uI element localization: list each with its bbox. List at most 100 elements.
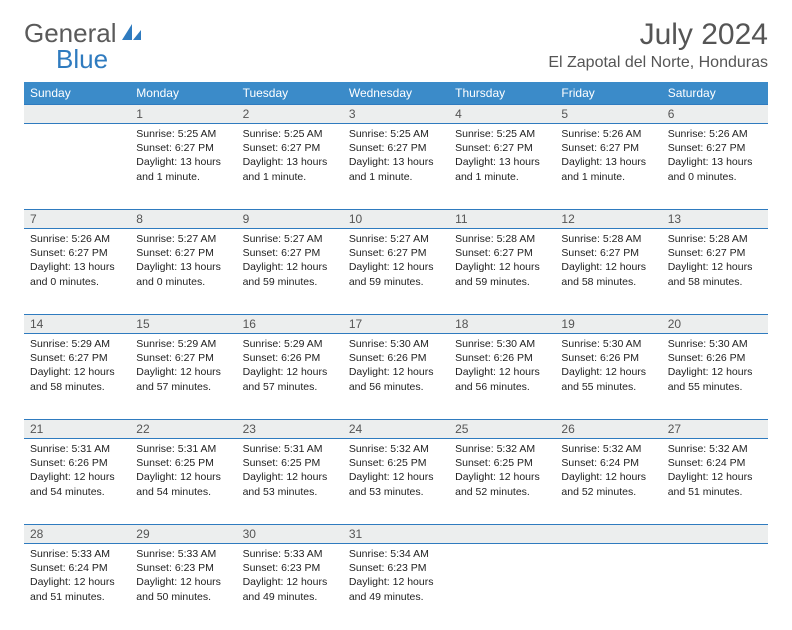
sunset-value: 6:27 PM <box>175 142 214 154</box>
day-number: 5 <box>561 107 568 121</box>
weekday-header-row: Sunday Monday Tuesday Wednesday Thursday… <box>24 82 768 105</box>
day-cell: Sunrise: 5:25 AMSunset: 6:27 PMDaylight:… <box>449 124 555 210</box>
daylight-label: Daylight: <box>30 471 71 483</box>
weekday-header: Saturday <box>662 82 768 105</box>
day-number: 11 <box>455 212 467 226</box>
day-details: Sunrise: 5:34 AMSunset: 6:23 PMDaylight:… <box>347 544 445 604</box>
day-cell: Sunrise: 5:31 AMSunset: 6:25 PMDaylight:… <box>237 439 343 525</box>
sunrise-value: 5:25 AM <box>284 128 323 140</box>
daylight-label: Daylight: <box>668 261 709 273</box>
daylight-label: Daylight: <box>243 471 284 483</box>
sunrise-value: 5:29 AM <box>178 338 217 350</box>
day-number-cell: 5 <box>555 105 661 124</box>
sunrise-label: Sunrise: <box>668 128 707 140</box>
sunset-value: 6:27 PM <box>600 247 639 259</box>
day-details: Sunrise: 5:31 AMSunset: 6:25 PMDaylight:… <box>134 439 232 499</box>
day-number-cell: 10 <box>343 210 449 229</box>
daylight-label: Daylight: <box>668 471 709 483</box>
sunrise-value: 5:26 AM <box>603 128 642 140</box>
day-number: 1 <box>136 107 143 121</box>
day-cell: Sunrise: 5:33 AMSunset: 6:23 PMDaylight:… <box>237 544 343 630</box>
day-details: Sunrise: 5:26 AMSunset: 6:27 PMDaylight:… <box>666 124 764 184</box>
sunset-label: Sunset: <box>136 142 172 154</box>
week-row: Sunrise: 5:26 AMSunset: 6:27 PMDaylight:… <box>24 229 768 315</box>
day-number: 14 <box>30 317 43 331</box>
day-number: 8 <box>136 212 143 226</box>
day-number: 15 <box>136 317 149 331</box>
week-row: Sunrise: 5:33 AMSunset: 6:24 PMDaylight:… <box>24 544 768 630</box>
sunset-value: 6:24 PM <box>69 562 108 574</box>
sunset-label: Sunset: <box>243 142 279 154</box>
day-number-cell: 7 <box>24 210 130 229</box>
sunset-value: 6:27 PM <box>387 142 426 154</box>
day-details: Sunrise: 5:31 AMSunset: 6:26 PMDaylight:… <box>28 439 126 499</box>
location: El Zapotal del Norte, Honduras <box>548 54 768 72</box>
sunset-label: Sunset: <box>30 562 66 574</box>
daylight-label: Daylight: <box>455 156 496 168</box>
sunset-label: Sunset: <box>349 562 385 574</box>
sunset-value: 6:25 PM <box>175 457 214 469</box>
day-cell: Sunrise: 5:32 AMSunset: 6:24 PMDaylight:… <box>555 439 661 525</box>
sunrise-label: Sunrise: <box>455 128 494 140</box>
sunset-value: 6:27 PM <box>600 142 639 154</box>
day-details: Sunrise: 5:32 AMSunset: 6:25 PMDaylight:… <box>453 439 551 499</box>
daylight-label: Daylight: <box>349 366 390 378</box>
sunset-label: Sunset: <box>136 247 172 259</box>
sunset-label: Sunset: <box>30 352 66 364</box>
sunrise-label: Sunrise: <box>30 338 69 350</box>
day-number: 31 <box>349 527 362 541</box>
day-number: 30 <box>243 527 256 541</box>
day-details: Sunrise: 5:27 AMSunset: 6:27 PMDaylight:… <box>241 229 339 289</box>
sunrise-value: 5:29 AM <box>71 338 110 350</box>
daylight-label: Daylight: <box>349 576 390 588</box>
day-details: Sunrise: 5:33 AMSunset: 6:24 PMDaylight:… <box>28 544 126 604</box>
daynum-row: 123456 <box>24 105 768 124</box>
day-number-cell: 14 <box>24 315 130 334</box>
calendar: Sunday Monday Tuesday Wednesday Thursday… <box>24 82 768 630</box>
day-details: Sunrise: 5:28 AMSunset: 6:27 PMDaylight:… <box>453 229 551 289</box>
sunrise-label: Sunrise: <box>561 128 600 140</box>
day-number: 13 <box>668 212 681 226</box>
daylight-label: Daylight: <box>455 261 496 273</box>
sunrise-label: Sunrise: <box>349 128 388 140</box>
day-number: 16 <box>243 317 256 331</box>
sunset-value: 6:25 PM <box>494 457 533 469</box>
daynum-row: 28293031 <box>24 525 768 544</box>
sunset-value: 6:26 PM <box>69 457 108 469</box>
day-number-cell: 18 <box>449 315 555 334</box>
sunrise-value: 5:26 AM <box>71 233 110 245</box>
day-cell: Sunrise: 5:28 AMSunset: 6:27 PMDaylight:… <box>555 229 661 315</box>
day-details: Sunrise: 5:32 AMSunset: 6:24 PMDaylight:… <box>559 439 657 499</box>
day-cell: Sunrise: 5:29 AMSunset: 6:27 PMDaylight:… <box>130 334 236 420</box>
daylight-label: Daylight: <box>349 471 390 483</box>
day-cell: Sunrise: 5:30 AMSunset: 6:26 PMDaylight:… <box>555 334 661 420</box>
day-number-cell: 11 <box>449 210 555 229</box>
day-details: Sunrise: 5:29 AMSunset: 6:27 PMDaylight:… <box>134 334 232 394</box>
day-number-cell <box>24 105 130 124</box>
day-number-cell: 6 <box>662 105 768 124</box>
sunset-value: 6:26 PM <box>706 352 745 364</box>
logo: General Blue <box>24 18 143 49</box>
sunrise-label: Sunrise: <box>455 338 494 350</box>
day-number-cell: 1 <box>130 105 236 124</box>
sunrise-value: 5:30 AM <box>497 338 536 350</box>
day-details: Sunrise: 5:33 AMSunset: 6:23 PMDaylight:… <box>134 544 232 604</box>
day-number: 7 <box>30 212 37 226</box>
day-number-cell: 13 <box>662 210 768 229</box>
sunrise-value: 5:28 AM <box>709 233 748 245</box>
daylight-label: Daylight: <box>349 261 390 273</box>
sunset-value: 6:27 PM <box>175 247 214 259</box>
day-number: 2 <box>243 107 250 121</box>
day-details: Sunrise: 5:25 AMSunset: 6:27 PMDaylight:… <box>241 124 339 184</box>
day-details: Sunrise: 5:29 AMSunset: 6:27 PMDaylight:… <box>28 334 126 394</box>
sunset-value: 6:27 PM <box>69 352 108 364</box>
sunset-label: Sunset: <box>349 352 385 364</box>
daylight-label: Daylight: <box>243 576 284 588</box>
sunset-label: Sunset: <box>349 247 385 259</box>
sunset-value: 6:23 PM <box>387 562 426 574</box>
daylight-label: Daylight: <box>561 366 602 378</box>
sunrise-value: 5:34 AM <box>390 548 429 560</box>
sunset-label: Sunset: <box>30 247 66 259</box>
day-details: Sunrise: 5:25 AMSunset: 6:27 PMDaylight:… <box>453 124 551 184</box>
daynum-row: 21222324252627 <box>24 420 768 439</box>
